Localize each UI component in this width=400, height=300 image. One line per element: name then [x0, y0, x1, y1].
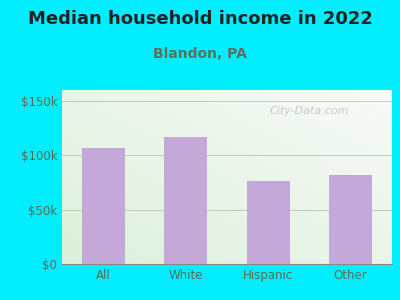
Bar — [247, 181, 290, 264]
Text: Blandon, PA: Blandon, PA — [153, 46, 247, 61]
Bar — [82, 148, 125, 264]
Bar — [329, 175, 372, 264]
Text: Median household income in 2022: Median household income in 2022 — [28, 11, 372, 28]
Bar — [164, 137, 207, 264]
Text: City-Data.com: City-Data.com — [270, 106, 349, 116]
